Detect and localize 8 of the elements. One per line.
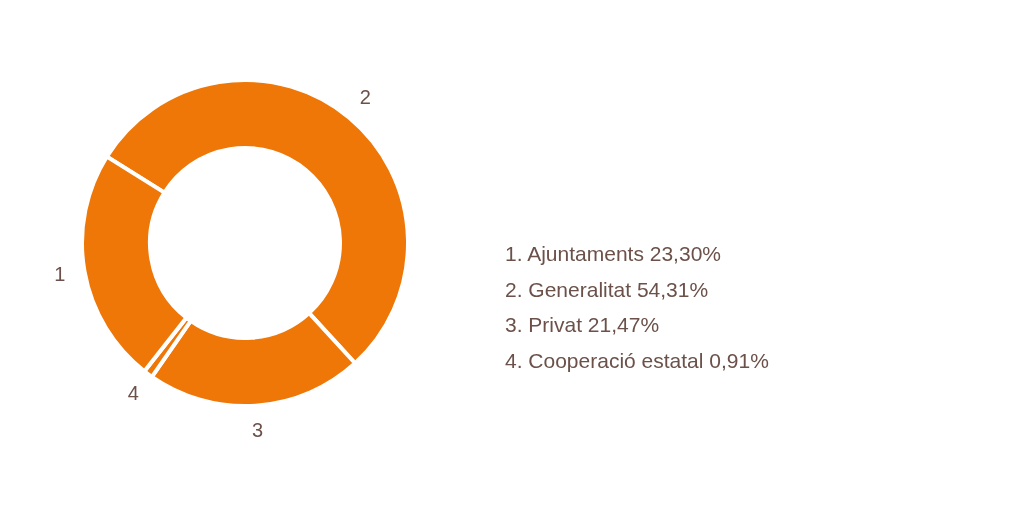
- text: 3. Privat 21,47%: [505, 313, 660, 336]
- text: 2. Generalitat 54,31%: [505, 277, 709, 301]
- text: 1. Ajuntaments 23,30%: [505, 242, 721, 265]
- slice-label: 2: [359, 86, 371, 109]
- slice-label: 1: [54, 263, 66, 286]
- slice-label: 4: [127, 382, 139, 405]
- slice-label: 3: [251, 418, 264, 441]
- text: 4. Cooperació estatal 0,91%: [505, 348, 769, 372]
